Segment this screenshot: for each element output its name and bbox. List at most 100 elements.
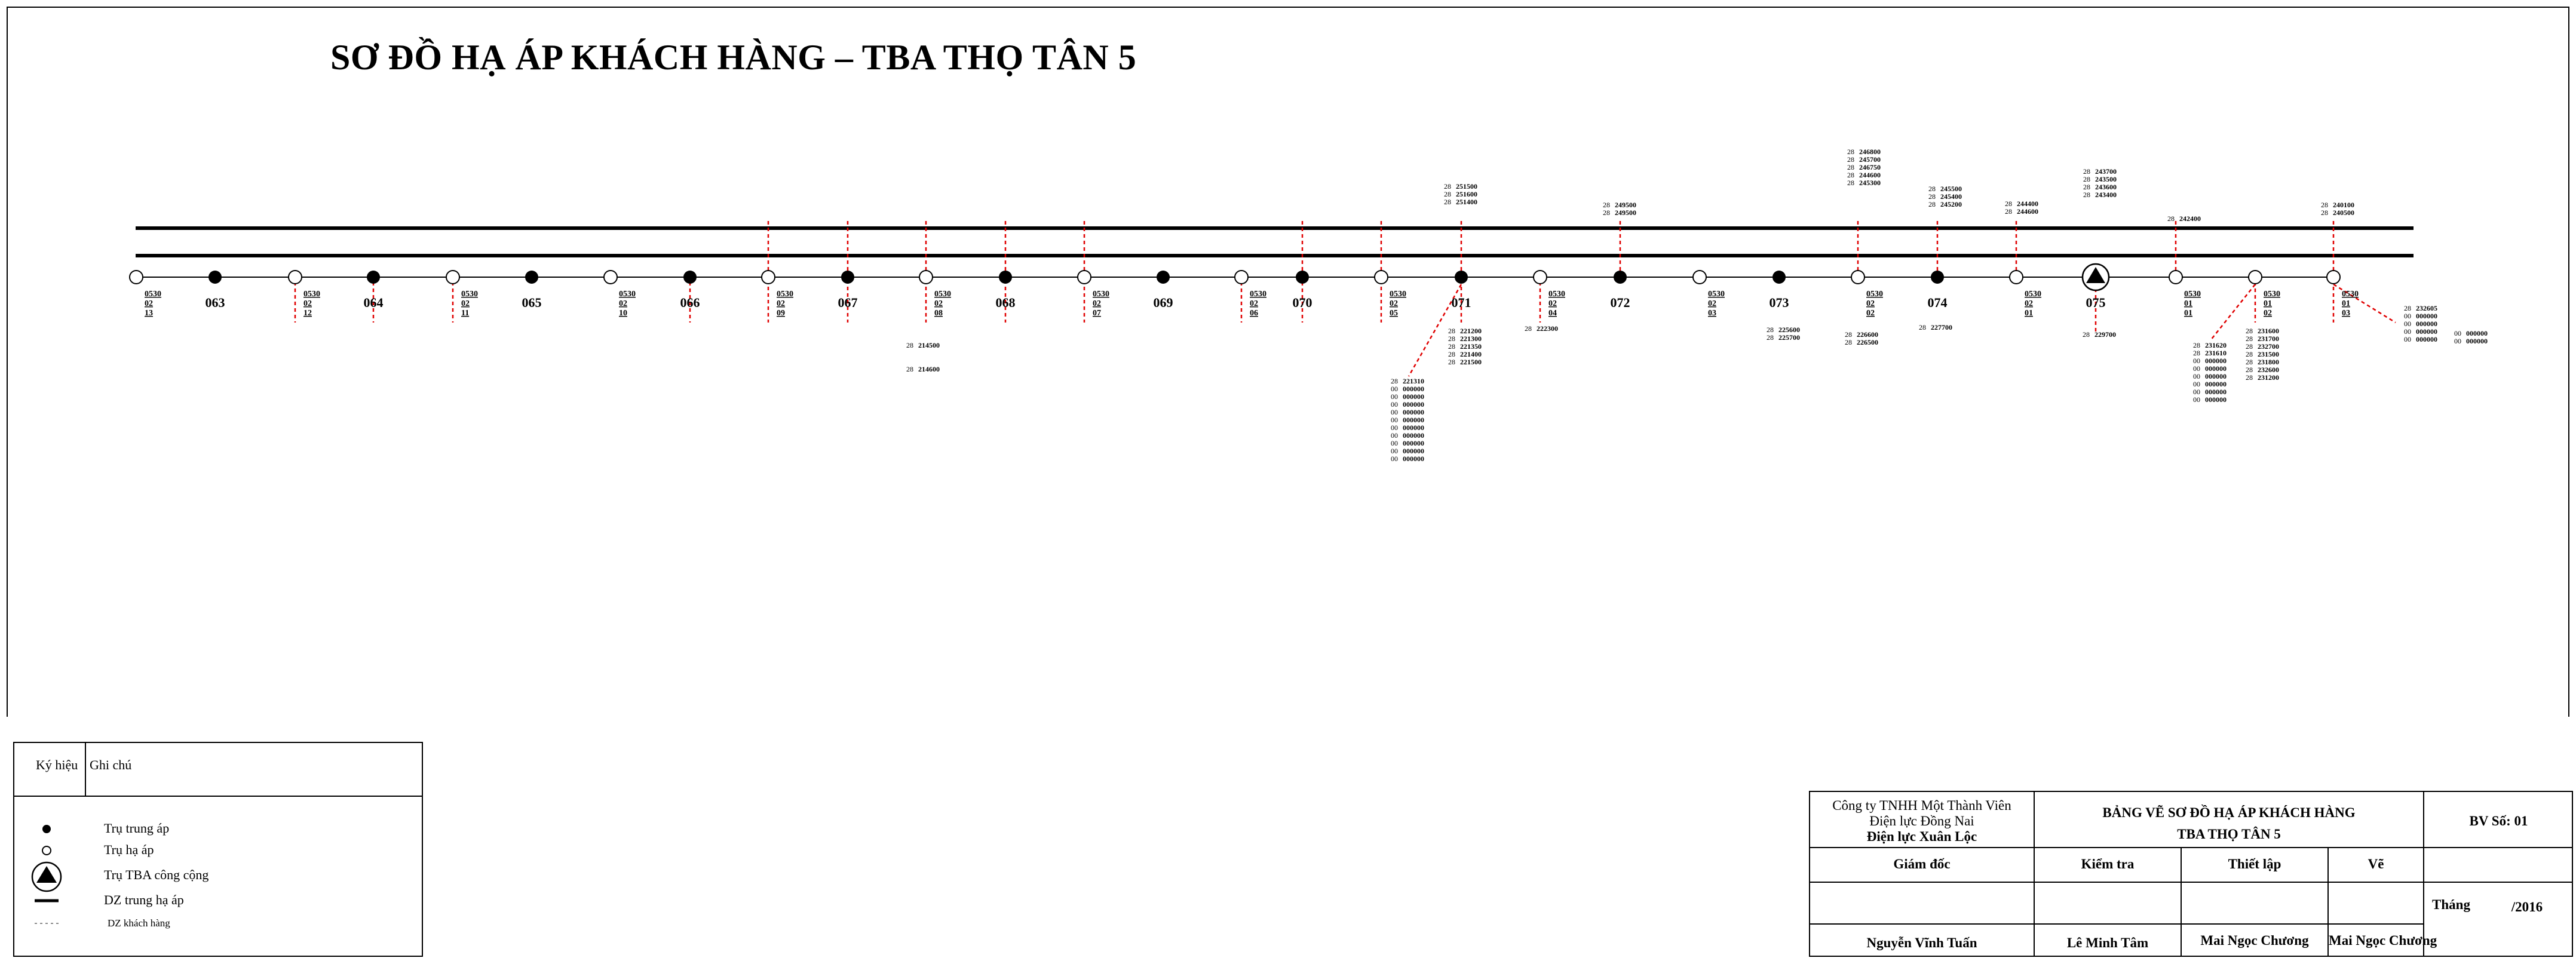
customer-prefix: 28 — [1525, 324, 1532, 333]
lv-pole-icon — [1374, 270, 1388, 284]
pole-code: 0530 — [1866, 290, 1883, 299]
legend-label: DZ trung hạ áp — [104, 892, 184, 907]
name-drafter: Mai Ngọc Chương — [2329, 933, 2437, 948]
customer-code: 240500 — [2333, 208, 2354, 217]
name-checker: Lê Minh Tâm — [2066, 935, 2149, 950]
customer-code: 000000 — [1403, 455, 1424, 463]
pole-label: 063 — [206, 295, 225, 310]
customer-prefix: 28 — [1847, 179, 1854, 187]
customer-code: 244600 — [2017, 207, 2038, 216]
company-line-2: Điện lực Đồng Nai — [1869, 813, 1974, 828]
legend-label: Trụ trung áp — [104, 821, 170, 836]
customer-code: 000000 — [2466, 329, 2488, 337]
pole-code: 02 — [2264, 309, 2272, 318]
customer-prefix: 28 — [2321, 208, 2328, 217]
pole-code: 04 — [1548, 309, 1557, 318]
customer-code: 232700 — [2258, 342, 2279, 351]
customer-code: 242400 — [2179, 214, 2201, 223]
customer-prefix: 00 — [1391, 408, 1398, 416]
customer-code: 221310 — [1403, 377, 1424, 385]
customer-prefix: 28 — [2005, 199, 2012, 208]
customer-code: 245200 — [1940, 200, 1962, 208]
mv-pole-icon — [1772, 271, 1786, 284]
customer-prefix: 28 — [1928, 192, 1936, 201]
lv-pole-icon — [1851, 270, 1865, 284]
pole-code: 0530 — [461, 290, 478, 299]
tba-triangle — [2086, 267, 2105, 283]
customer-prefix: 28 — [2193, 349, 2200, 357]
pole-code: 12 — [303, 309, 312, 318]
year-label: /2016 — [2511, 899, 2543, 914]
legend-header-note: Ghi chú — [90, 757, 132, 772]
customer-drop-line — [1407, 284, 1462, 377]
pole-code: 02 — [619, 299, 627, 308]
customer-prefix: 00 — [2193, 364, 2200, 373]
customer-prefix: 28 — [1928, 200, 1936, 208]
company-line-3: Điện lực Xuân Lộc — [1866, 829, 1977, 844]
customer-code: 245500 — [1940, 185, 1962, 193]
page-title: SƠ ĐỒ HẠ ÁP KHÁCH HÀNG – TBA THỌ TÂN 5 — [330, 38, 1137, 77]
pole-label: 074 — [1928, 295, 1948, 310]
dashed-line-icon — [35, 923, 59, 924]
role-checker: Kiểm tra — [2081, 856, 2135, 871]
customer-code: 244600 — [1859, 171, 1881, 179]
mv-pole-icon — [1157, 271, 1170, 284]
role-designer: Thiết lập — [2228, 856, 2281, 871]
legend-header: Ký hiệu Ghi chú — [14, 743, 422, 797]
customer-prefix: 28 — [1847, 163, 1854, 171]
pole-code: 01 — [2264, 299, 2272, 308]
customer-prefix: 28 — [1448, 358, 1455, 366]
mv-pole-icon — [841, 271, 854, 284]
pole-code: 02 — [1866, 299, 1875, 308]
legend-label: Trụ hạ áp — [104, 842, 154, 857]
name-director: Nguyễn Vĩnh Tuấn — [1866, 935, 1977, 950]
pole-code: 0530 — [303, 290, 320, 299]
mv-pole-icon — [683, 271, 697, 284]
pole-code: 02 — [1548, 299, 1557, 308]
lv-pole-icon — [761, 270, 775, 284]
pole-code: 01 — [2184, 309, 2192, 318]
lv-pole-icon — [919, 270, 933, 284]
customer-code: 000000 — [2416, 327, 2437, 336]
customer-code: 246800 — [1859, 148, 1881, 156]
customer-prefix: 28 — [1603, 208, 1610, 217]
customer-drop-line — [2210, 284, 2256, 341]
filled-circle-icon — [42, 825, 51, 833]
mv-pole-icon — [367, 271, 380, 284]
mv-pole-icon — [1296, 271, 1309, 284]
customer-prefix: 28 — [2321, 201, 2328, 209]
customer-prefix: 00 — [2454, 329, 2461, 337]
customer-code: 243700 — [2095, 167, 2117, 176]
pole-code: 02 — [461, 299, 470, 308]
lv-pole-icon — [129, 270, 143, 284]
mv-pole-icon — [1455, 271, 1468, 284]
customer-code: 229700 — [2094, 330, 2116, 339]
customer-prefix: 28 — [2193, 341, 2200, 349]
customer-code: 221350 — [1460, 342, 1482, 351]
pole-code: 0530 — [1708, 290, 1725, 299]
pole-code: 01 — [2025, 309, 2033, 318]
customer-prefix: 00 — [2454, 337, 2461, 345]
customer-prefix: 28 — [1847, 171, 1854, 179]
customer-prefix: 28 — [1448, 350, 1455, 358]
lv-pole-icon — [2248, 270, 2262, 284]
customer-code: 227700 — [1931, 323, 1952, 331]
pole-code: 06 — [1250, 309, 1258, 318]
lv-pole-icon — [1077, 270, 1091, 284]
pole-code: 0530 — [2025, 290, 2041, 299]
customer-prefix: 28 — [2246, 366, 2253, 374]
customer-prefix: 28 — [1603, 201, 1610, 209]
customer-code: 214500 — [918, 341, 940, 349]
customer-code: 226500 — [1857, 338, 1878, 346]
lv-pole-icon — [1234, 270, 1249, 284]
customer-code: 231620 — [2205, 341, 2227, 349]
customer-lines — [294, 221, 2396, 377]
customer-code: 000000 — [2416, 320, 2437, 328]
pole-label: 073 — [1770, 295, 1789, 310]
customer-code: 244400 — [2017, 199, 2038, 208]
customer-prefix: 28 — [2246, 373, 2253, 382]
customer-prefix: 28 — [1847, 148, 1854, 156]
page-border — [7, 7, 2569, 717]
lv-pole-icon — [603, 270, 618, 284]
legend-row-tba: Trụ TBA công cộng — [14, 861, 422, 892]
